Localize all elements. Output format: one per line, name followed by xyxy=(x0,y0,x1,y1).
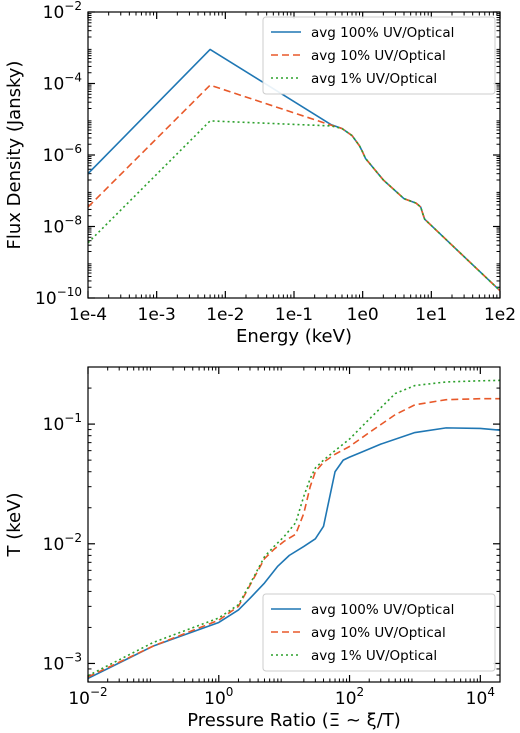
x-tick-label: 1e0 xyxy=(347,305,379,325)
y-tick-label: 10−8 xyxy=(43,214,82,238)
y-tick-label: 10−6 xyxy=(43,142,82,166)
series-group xyxy=(88,379,500,680)
legend-label-2: avg 1% UV/Optical xyxy=(311,648,437,664)
x-tick-label: 1e1 xyxy=(415,305,447,325)
y-axis-label: T (keV) xyxy=(4,493,25,558)
series-line-0 xyxy=(88,427,500,680)
legend-label-0: avg 100% UV/Optical xyxy=(311,25,454,41)
legend-box xyxy=(262,593,496,672)
y-tick-label: 10−2 xyxy=(43,0,82,23)
series-group xyxy=(88,48,500,292)
legend-label-0: avg 100% UV/Optical xyxy=(311,602,454,618)
legend: avg 100% UV/Optical avg 10% UV/Optical avg… xyxy=(262,593,496,672)
y-tick-label: 10−1 xyxy=(43,411,82,435)
legend-label-1: avg 10% UV/Optical xyxy=(311,625,446,641)
y-tick-label: 10−3 xyxy=(43,650,82,674)
series-line-1 xyxy=(88,84,500,292)
y-tick-label: 10−4 xyxy=(43,71,82,95)
y-tick-label: 10−10 xyxy=(35,285,82,309)
legend: avg 100% UV/Optical avg 10% UV/Optical avg… xyxy=(262,16,496,95)
plot-frame xyxy=(87,366,501,683)
x-tick-label: 1e-1 xyxy=(275,305,313,325)
series-line-2 xyxy=(88,120,500,292)
plot-frame xyxy=(87,11,501,299)
x-tick-label: 102 xyxy=(335,685,364,709)
x-tick-label: 1e2 xyxy=(484,305,516,325)
x-axis-label: Pressure Ratio (Ξ ~ ξ/T) xyxy=(187,710,401,731)
chart-0: 1e-4 1e-3 1e-2 1e-1 1e0 1e1 1e2 10−10 10−8 10−6 10… xyxy=(4,0,516,347)
legend-label-1: avg 10% UV/Optical xyxy=(311,48,446,64)
legend-box xyxy=(262,16,496,95)
legend-label-2: avg 1% UV/Optical xyxy=(311,71,437,87)
x-tick-label: 1e-2 xyxy=(206,305,244,325)
series-line-1 xyxy=(88,397,500,678)
y-tick-label: 10−2 xyxy=(43,531,82,555)
x-tick-label: 100 xyxy=(204,685,233,709)
x-tick-label: 104 xyxy=(466,685,495,709)
x-tick-label: 10−2 xyxy=(68,685,107,709)
x-tick-label: 1e-4 xyxy=(69,305,107,325)
x-tick-label: 1e-3 xyxy=(138,305,176,325)
chart-1: 10−2 100 102 104 10−3 10−2 10−1 Pressure Ratio … xyxy=(4,366,501,731)
y-axis-label: Flux Density (Jansky) xyxy=(4,61,25,250)
x-axis-label: Energy (keV) xyxy=(236,326,352,347)
